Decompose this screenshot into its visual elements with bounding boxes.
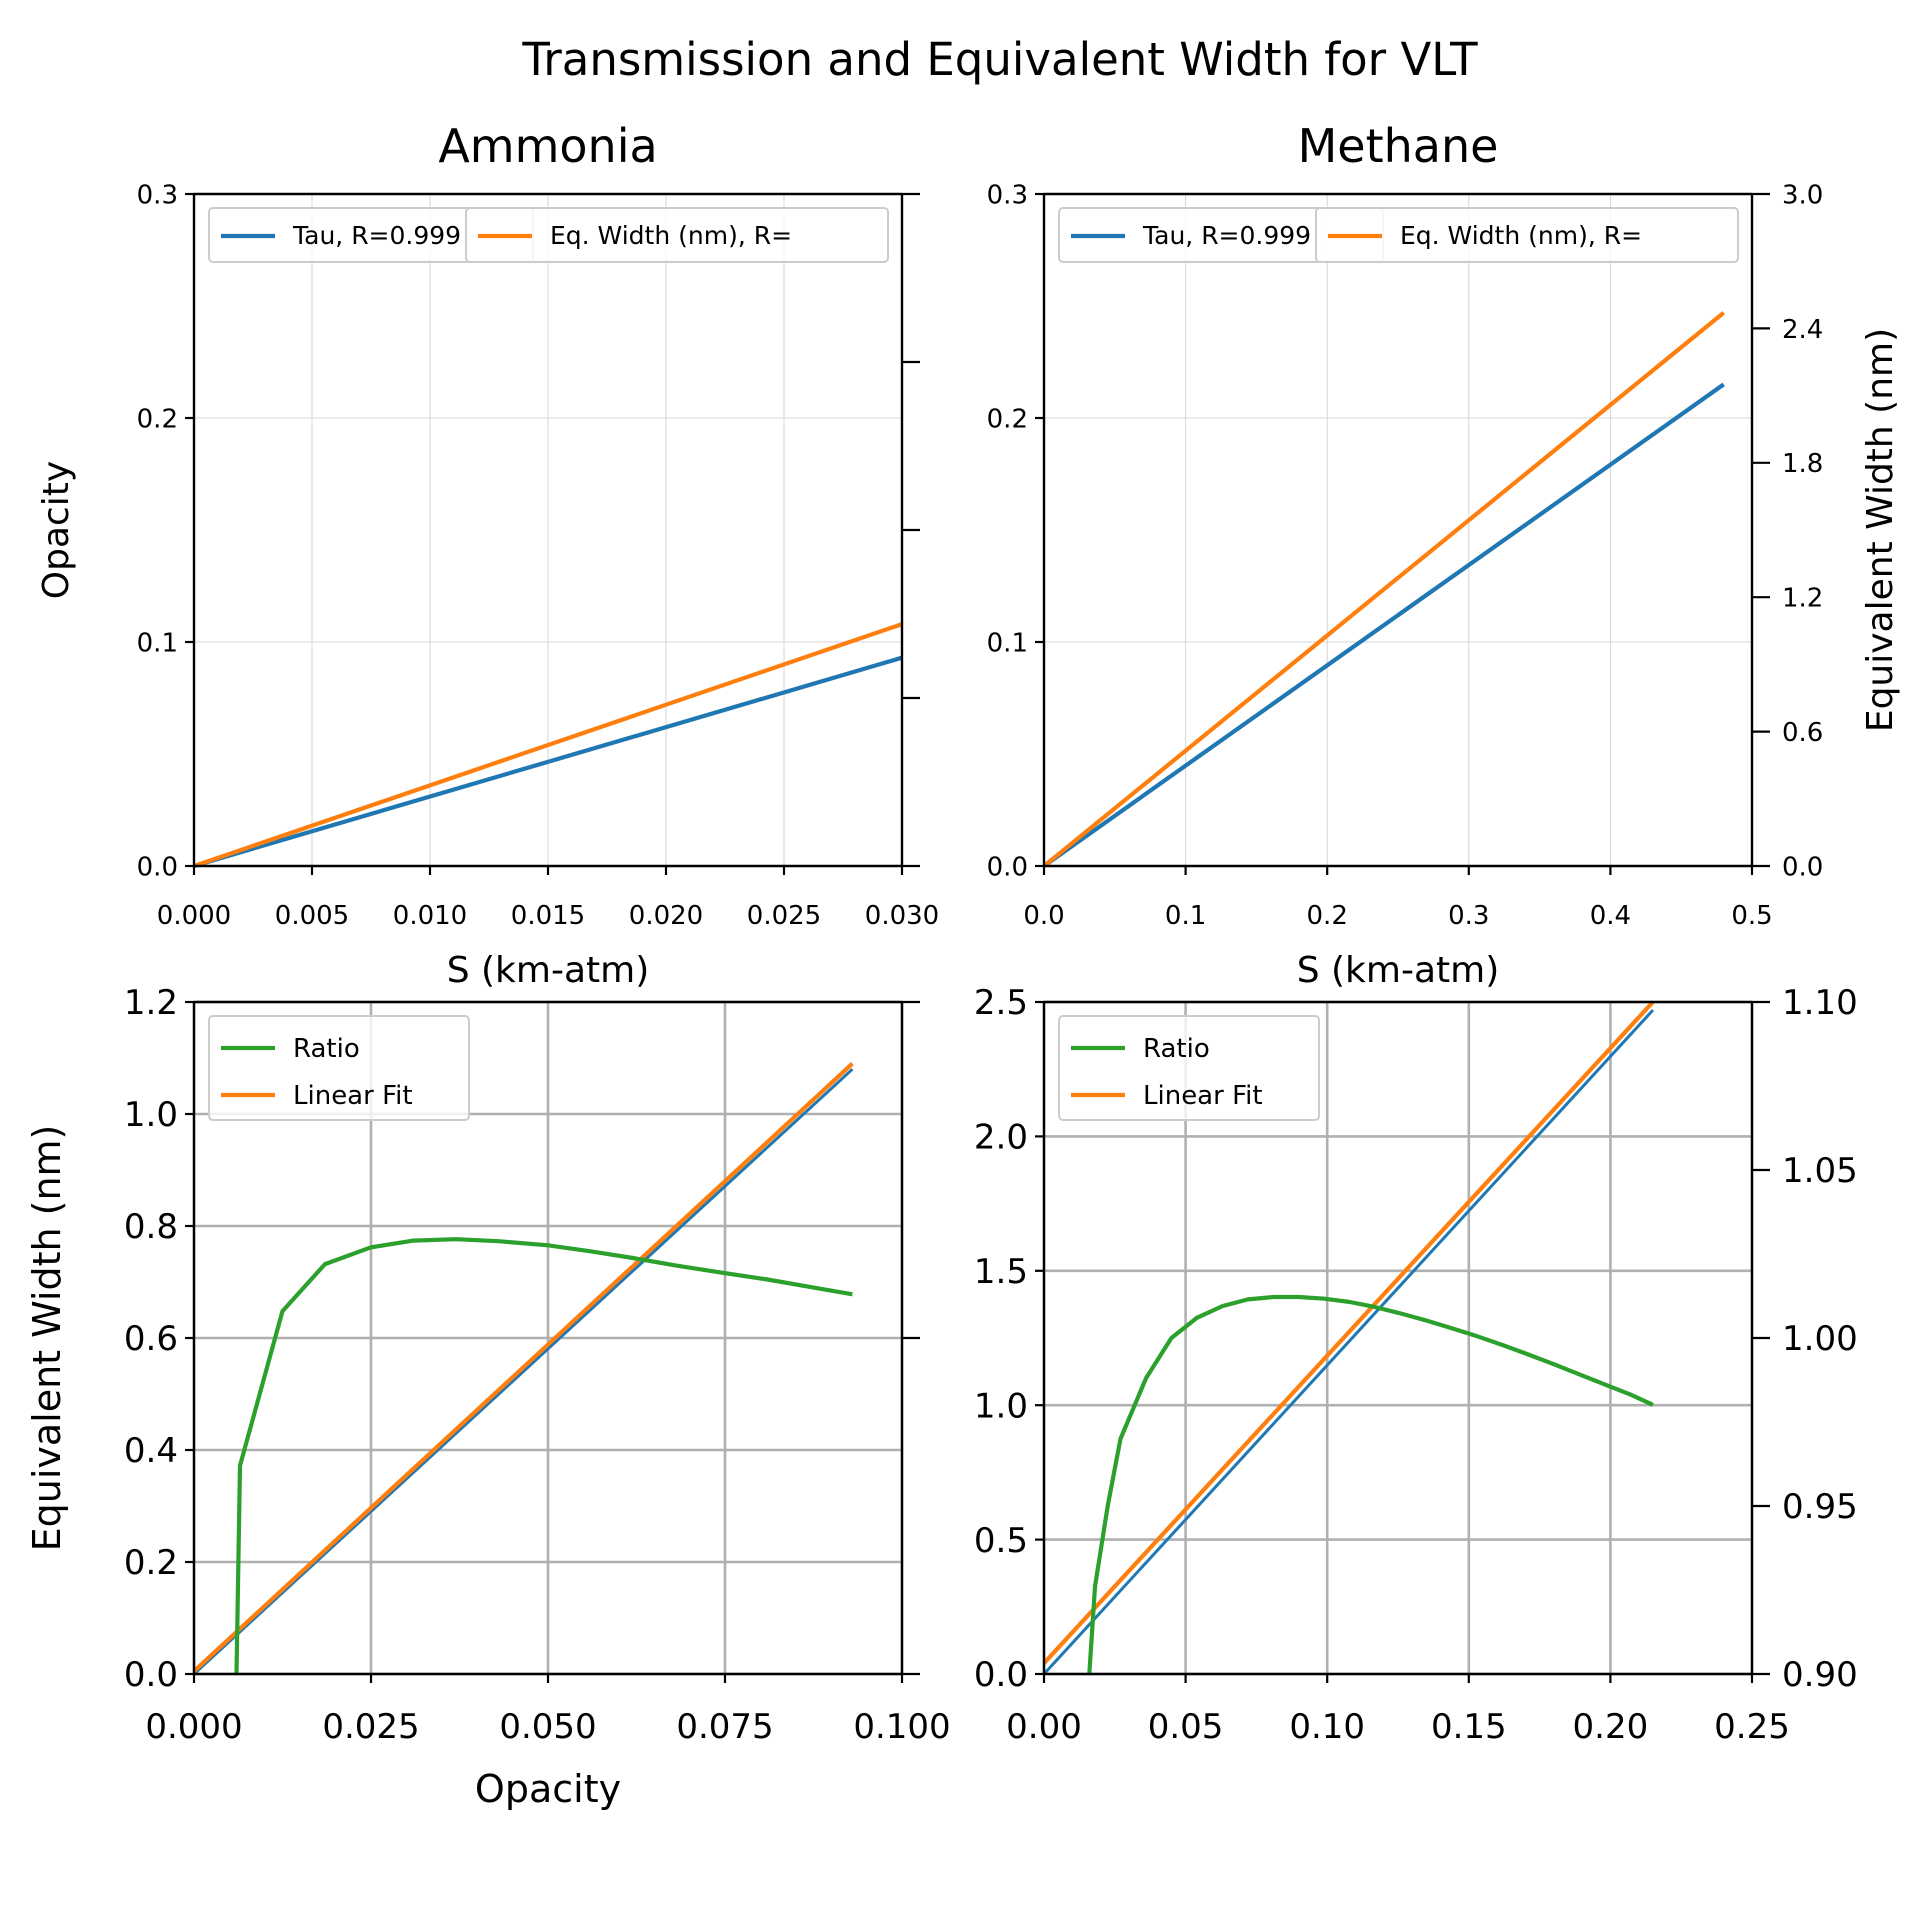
y2-tick-label: 0.0 [1782, 852, 1823, 882]
y2-tick-label: 3.0 [1782, 180, 1823, 210]
y2-tick-label: 1.05 [1782, 1151, 1858, 1191]
y2-axis-label: Equivalent Width (nm) [1860, 328, 1901, 732]
x-tick-label: 0.030 [865, 901, 939, 931]
x-tick-label: 0.020 [629, 901, 703, 931]
y-tick-label: 0.1 [137, 628, 178, 658]
legend: Tau, R=0.999 Eq. Width (nm), R= [1058, 207, 1739, 263]
series-line-orange [193, 622, 903, 868]
y-tick-label: 0.5 [974, 1521, 1028, 1561]
figure-title: Transmission and Equivalent Width for VL… [521, 33, 1478, 86]
x-tick-label: 0.4 [1590, 901, 1631, 931]
y-tick-label: 0.0 [124, 1655, 178, 1695]
x-axis-label: S (km-atm) [447, 950, 650, 991]
x-tick-label: 0.075 [676, 1707, 773, 1747]
series-line-blue [193, 655, 903, 869]
x-tick-label: 0.1 [1165, 901, 1206, 931]
series-line-green [234, 1237, 853, 1675]
y-tick-label: 0.4 [124, 1431, 178, 1471]
x-tick-label: 0.2 [1307, 901, 1348, 931]
y-tick-label: 0.2 [987, 404, 1028, 434]
chart-panel-2: 0.0 0.1 0.2 0.3 0.4 0.5 0.0 0.1 0.2 0.3 0.0 0.6 1.2 1… [987, 119, 1901, 991]
legend-label: Linear Fit [1143, 1081, 1263, 1111]
legend-label: Linear Fit [293, 1081, 413, 1111]
panel-title: Ammonia [438, 119, 657, 173]
x-tick-label: 0.100 [853, 1707, 950, 1747]
x-tick-label: 0.10 [1289, 1707, 1365, 1747]
legend-label: Ratio [1143, 1034, 1210, 1064]
series-line-blue [1042, 382, 1725, 868]
x-tick-label: 0.025 [747, 901, 821, 931]
y-tick-label: 0.6 [124, 1319, 178, 1359]
x-tick-label: 0.00 [1006, 1707, 1082, 1747]
y-tick-label: 1.5 [974, 1252, 1028, 1292]
y2-tick-label: 1.00 [1782, 1319, 1858, 1359]
y-axis-label: Opacity [36, 461, 77, 599]
charts-layer: 0.000 0.005 0.010 0.015 0.020 0.025 0.0300.00.… [25, 119, 1901, 1811]
y2-tick-label: 1.10 [1782, 983, 1858, 1023]
y2-tick-label: 2.4 [1782, 315, 1823, 345]
series-line-orange [1042, 1000, 1655, 1665]
y-tick-label: 0.3 [987, 180, 1028, 210]
series-line-green [1087, 1294, 1654, 1675]
legend-label: Eq. Width (nm), R= [1400, 221, 1642, 250]
x-tick-label: 0.000 [145, 1707, 242, 1747]
x-tick-label: 0.05 [1148, 1707, 1224, 1747]
y-tick-label: 0.1 [987, 628, 1028, 658]
y-tick-label: 0.8 [124, 1207, 178, 1247]
x-tick-label: 0.5 [1731, 901, 1772, 931]
y-tick-label: 1.0 [124, 1095, 178, 1135]
x-tick-label: 0.15 [1431, 1707, 1507, 1747]
y2-tick-label: 0.95 [1782, 1487, 1858, 1527]
x-tick-label: 0.25 [1714, 1707, 1790, 1747]
legend: Ratio Linear Fit [1058, 1015, 1320, 1121]
x-tick-label: 0.025 [322, 1707, 419, 1747]
x-axis-label: S (km-atm) [1297, 950, 1500, 991]
x-tick-label: 0.0 [1023, 901, 1064, 931]
chart-panel-3: 0.000 0.025 0.050 0.075 0.100 0.0 0.2 0.4 0.6 0.8… [25, 983, 951, 1811]
x-tick-label: 0.015 [511, 901, 585, 931]
y-tick-label: 0.0 [987, 852, 1028, 882]
x-tick-label: 0.20 [1573, 1707, 1649, 1747]
y-tick-label: 0.2 [137, 404, 178, 434]
panel-title: Methane [1298, 119, 1499, 173]
legend-label: Tau, R=0.999 [292, 221, 461, 250]
y-tick-label: 0.2 [124, 1543, 178, 1583]
y2-tick-label: 0.6 [1782, 718, 1823, 748]
y-tick-label: 2.5 [974, 983, 1028, 1023]
y-tick-label: 0.0 [137, 852, 178, 882]
legend-box [465, 207, 889, 263]
series-line-blue [1042, 1009, 1655, 1676]
legend: Ratio Linear Fit [208, 1015, 470, 1121]
y-tick-label: 1.0 [974, 1386, 1028, 1426]
legend: Tau, R=0.999 Eq. Width (nm), R= [208, 207, 889, 263]
series-line-orange [192, 1062, 854, 1673]
x-tick-label: 0.005 [275, 901, 349, 931]
x-tick-label: 0.000 [157, 901, 231, 931]
y2-tick-label: 0.90 [1782, 1655, 1858, 1695]
legend-label: Eq. Width (nm), R= [550, 221, 792, 250]
x-axis-label: Opacity [475, 1767, 621, 1811]
x-tick-label: 0.010 [393, 901, 467, 931]
legend-box [1315, 207, 1739, 263]
y-axis-label: Equivalent Width (nm) [25, 1125, 69, 1552]
x-tick-label: 0.050 [499, 1707, 596, 1747]
x-tick-label: 0.3 [1448, 901, 1489, 931]
chart-panel-4: 0.00 0.05 0.10 0.15 0.20 0.25 0.0 0.5 1.0 1.5 2.0 2… [974, 983, 1858, 1747]
legend-label: Tau, R=0.999 [1142, 221, 1311, 250]
series-line-orange [1042, 311, 1726, 868]
y-tick-label: 1.2 [124, 983, 178, 1023]
y-tick-label: 0.3 [137, 180, 178, 210]
y-tick-label: 2.0 [974, 1118, 1028, 1158]
y2-tick-label: 1.2 [1782, 584, 1823, 614]
series-line-blue [192, 1068, 854, 1676]
chart-panel-1: 0.000 0.005 0.010 0.015 0.020 0.025 0.030 0.0 0.… [36, 119, 939, 991]
legend-label: Ratio [293, 1034, 360, 1064]
y2-tick-label: 1.8 [1782, 449, 1823, 479]
y-tick-label: 0.0 [974, 1655, 1028, 1695]
